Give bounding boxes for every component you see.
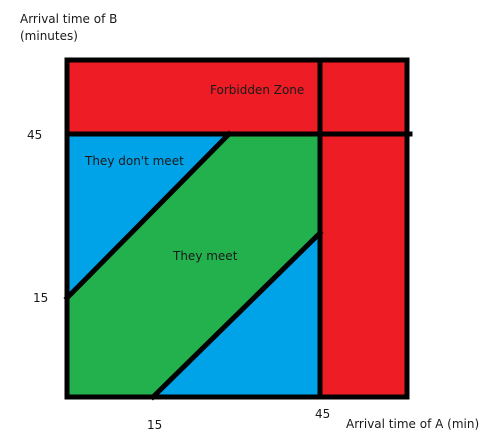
forbidden-zone-label: Forbidden Zone: [210, 83, 304, 97]
meet-label: They meet: [172, 249, 238, 263]
upper-diagonal-line: [63, 130, 233, 302]
y-tick-15: 15: [33, 291, 48, 305]
x-tick-15: 15: [147, 418, 162, 432]
y-axis-label-line1: Arrival time of B: [20, 12, 117, 26]
dont-meet-label: They don't meet: [84, 154, 184, 168]
lower-diagonal-line: [149, 229, 324, 401]
x-tick-45: 45: [315, 407, 330, 421]
y-tick-45: 45: [27, 128, 42, 142]
y-axis-label-line2: (minutes): [20, 29, 78, 43]
outer-border: [64, 57, 410, 400]
x-axis-label: Arrival time of A (min): [346, 417, 479, 431]
